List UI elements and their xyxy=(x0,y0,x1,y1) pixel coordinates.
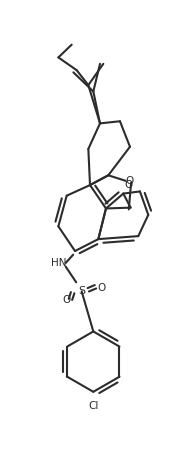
Text: S: S xyxy=(78,286,85,296)
Text: HN: HN xyxy=(51,258,66,268)
Text: O: O xyxy=(125,176,133,186)
Text: O: O xyxy=(124,180,132,190)
Text: O: O xyxy=(63,295,71,305)
Text: Cl: Cl xyxy=(88,401,98,411)
Text: O: O xyxy=(98,284,106,293)
